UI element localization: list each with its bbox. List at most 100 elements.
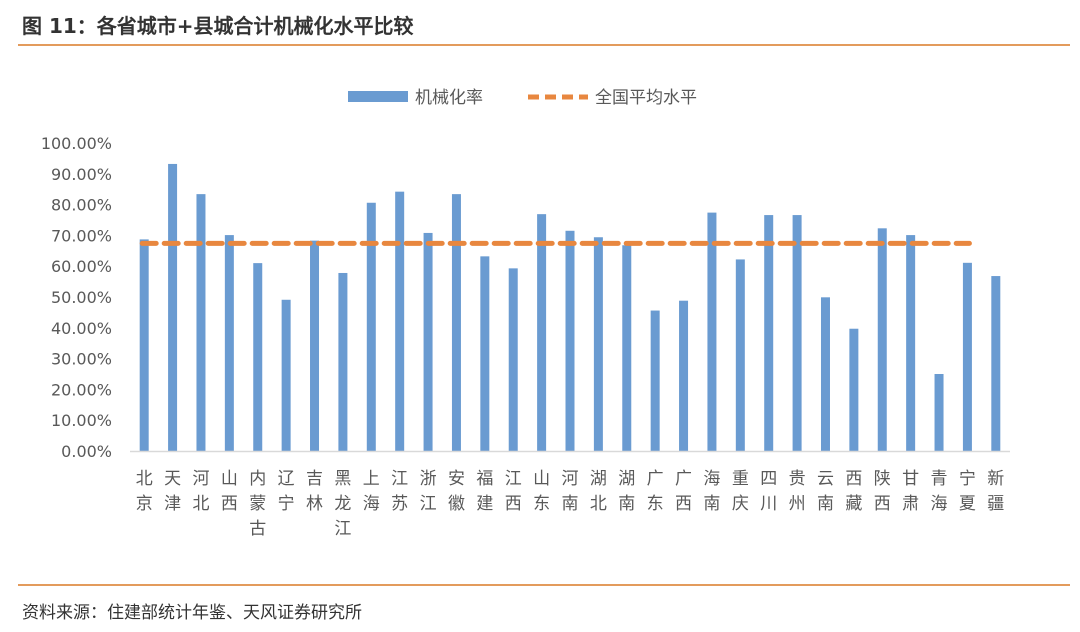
x-tick-label-陕西: 西 [874,494,891,514]
y-tick-label: 20.00% [51,380,112,399]
x-tick-label-甘肃: 甘 [902,469,919,489]
x-tick-label-海南: 南 [703,494,720,514]
x-tick-label-广东: 东 [647,494,664,514]
y-tick-label: 70.00% [51,226,112,245]
x-tick-label-湖南: 湖 [618,469,635,489]
bar-吉林 [310,240,320,451]
bar-福建 [480,256,490,451]
x-tick-label-内蒙古: 古 [249,519,266,539]
x-tick-label-福建: 建 [476,494,493,514]
bar-西藏 [849,328,859,451]
x-tick-label-西藏: 藏 [845,494,862,514]
x-tick-label-内蒙古: 内 [249,469,266,489]
bar-甘肃 [906,235,916,451]
x-tick-label-吉林: 吉 [306,469,323,489]
bar-宁夏 [962,262,972,451]
x-tick-label-湖北: 湖 [590,469,607,489]
x-tick-label-黑龙江: 江 [334,519,351,539]
x-tick-label-云南: 云 [817,469,834,489]
x-tick-label-四川: 川 [760,494,777,514]
x-tick-label-辽宁: 辽 [278,469,295,489]
bar-浙江 [423,232,433,451]
x-tick-label-新疆: 新 [987,469,1004,489]
y-tick-label: 80.00% [51,196,112,215]
y-tick-label: 30.00% [51,350,112,369]
x-tick-label-青海: 海 [931,494,948,514]
x-tick-label-新疆: 疆 [987,494,1004,514]
x-tick-label-辽宁: 宁 [278,494,295,514]
bar-贵州 [792,215,802,451]
x-tick-label-安徽: 徽 [448,494,465,514]
bar-湖北 [593,237,603,451]
bar-山东 [537,214,547,451]
x-tick-label-安徽: 安 [448,469,465,489]
x-tick-label-湖南: 南 [618,494,635,514]
x-tick-label-天津: 天 [164,469,181,489]
x-tick-label-天津: 津 [164,494,181,514]
y-tick-label: 40.00% [51,319,112,338]
x-tick-label-宁夏: 夏 [959,494,976,514]
x-tick-label-海南: 海 [703,469,720,489]
title-divider [18,44,1070,46]
x-tick-label-浙江: 浙 [420,469,437,489]
x-tick-label-陕西: 陕 [874,469,891,489]
y-tick-label: 0.00% [61,442,112,461]
x-tick-label-北京: 北 [136,469,153,489]
x-tick-label-山西: 山 [221,469,238,489]
footer-divider [18,584,1070,586]
bar-湖南 [622,245,632,451]
y-tick-label: 50.00% [51,288,112,307]
x-tick-label-广东: 广 [647,469,664,489]
bar-陕西 [877,228,887,451]
x-tick-label-上海: 上 [363,469,380,489]
x-tick-label-江苏: 江 [391,469,408,489]
legend-bar-label: 机械化率 [415,88,483,108]
x-tick-label-江西: 西 [505,494,522,514]
bar-新疆 [991,276,1001,451]
x-tick-label-湖北: 北 [590,494,607,514]
source-note: 资料来源：住建部统计年鉴、天风证券研究所 [22,603,362,623]
bar-广西 [679,300,689,451]
x-tick-label-重庆: 重 [732,469,749,489]
legend-bar-swatch [348,91,408,102]
bar-海南 [707,212,717,451]
x-tick-label-浙江: 江 [420,494,437,514]
bar-山西 [224,235,234,451]
bar-天津 [168,163,178,451]
bar-安徽 [451,194,461,452]
bar-四川 [764,215,774,451]
legend-line-label: 全国平均水平 [595,88,697,108]
x-tick-label-黑龙江: 龙 [334,494,351,514]
bar-重庆 [735,259,745,451]
x-tick-label-山东: 山 [533,469,550,489]
bar-辽宁 [281,299,291,451]
x-tick-label-山西: 西 [221,494,238,514]
x-tick-label-青海: 青 [931,469,948,489]
x-tick-label-贵州: 贵 [789,469,806,489]
x-tick-label-黑龙江: 黑 [334,469,351,489]
x-tick-label-福建: 福 [476,469,493,489]
figure-title: 图 11：各省城市+县城合计机械化水平比较 [22,14,414,38]
x-tick-label-江西: 江 [505,469,522,489]
x-tick-label-甘肃: 肃 [902,494,919,514]
x-tick-label-广西: 广 [675,469,692,489]
bar-北京 [139,239,149,451]
x-tick-label-贵州: 州 [789,494,806,514]
x-tick-label-重庆: 庆 [732,494,749,514]
bar-广东 [650,310,660,451]
x-tick-label-吉林: 林 [306,494,323,514]
bar-河南 [565,230,575,451]
x-tick-label-江苏: 苏 [391,494,408,514]
x-tick-label-内蒙古: 蒙 [249,494,266,514]
bar-江苏 [395,191,405,451]
x-tick-label-广西: 西 [675,494,692,514]
x-tick-label-河北: 河 [192,469,209,489]
x-tick-label-山东: 东 [533,494,550,514]
bar-黑龙江 [338,272,348,451]
y-tick-label: 10.00% [51,411,112,430]
bar-江西 [508,268,518,451]
x-tick-label-北京: 京 [136,494,153,514]
bar-河北 [196,194,206,452]
x-tick-label-四川: 四 [760,469,777,489]
y-tick-label: 100.00% [41,134,112,153]
